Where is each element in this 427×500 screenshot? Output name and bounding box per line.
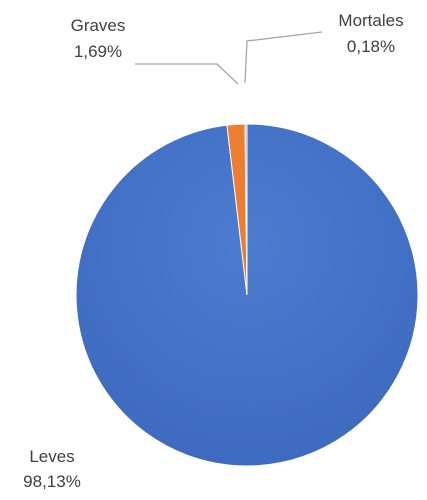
value-label-mortales: 0,18% xyxy=(347,37,395,56)
leader-line-graves xyxy=(135,63,239,85)
value-label-graves: 1,69% xyxy=(74,42,122,61)
value-label-leves: 98,13% xyxy=(23,472,81,491)
leader-lines xyxy=(135,31,323,85)
pie-slices xyxy=(75,123,419,467)
data-labels: Leves 98,13% Graves 1,69% Mortales 0,18% xyxy=(23,11,403,491)
category-label-leves: Leves xyxy=(29,447,74,466)
pie-slice-mortales xyxy=(244,123,248,296)
category-label-mortales: Mortales xyxy=(338,11,403,30)
leader-line-mortales xyxy=(244,31,323,84)
category-label-graves: Graves xyxy=(71,16,126,35)
